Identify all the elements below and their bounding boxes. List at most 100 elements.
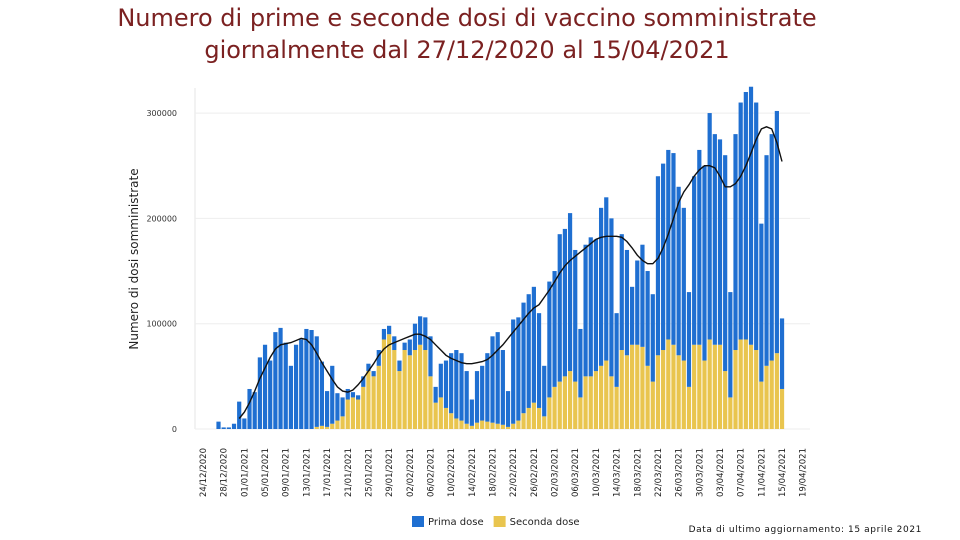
x-tick-label: 24/12/2020 — [199, 448, 209, 497]
bar-segment — [366, 371, 371, 429]
bar-segment — [635, 260, 640, 345]
bar-segment — [335, 393, 340, 421]
bar-segment — [619, 350, 624, 429]
bar-segment — [262, 344, 268, 429]
bar-segment — [397, 360, 402, 372]
bar-segment — [588, 376, 593, 429]
bar-segment — [536, 407, 542, 429]
bar-segment — [676, 355, 681, 429]
bar-segment — [743, 92, 748, 340]
bar-segment — [764, 155, 769, 366]
bar-segment — [650, 381, 655, 429]
bar-segment — [485, 353, 490, 422]
bar-segment — [697, 344, 702, 429]
bar-segment — [542, 365, 547, 417]
bar-segment — [526, 407, 531, 429]
bar-segment — [774, 110, 779, 354]
x-tick-label: 14/02/2021 — [468, 448, 478, 497]
x-tick-label: 03/04/2021 — [716, 448, 726, 497]
bar-segment — [681, 207, 686, 361]
x-tick-label: 21/01/2021 — [344, 448, 354, 497]
bar-segment — [573, 381, 578, 429]
bar-segment — [531, 286, 536, 403]
bar-segment — [366, 363, 371, 372]
bar-segment — [723, 371, 728, 429]
bar-segment — [609, 376, 614, 429]
bar-segment — [769, 134, 774, 361]
x-tick-label: 09/01/2021 — [282, 448, 292, 497]
y-tick-label: 300000 — [146, 109, 177, 118]
bar-segment — [738, 102, 743, 340]
bar-segment — [412, 323, 418, 351]
bar-segment — [567, 371, 573, 429]
x-tick-label: 11/04/2021 — [757, 448, 767, 497]
bar-segment — [356, 399, 361, 429]
bar-segment — [319, 361, 325, 426]
bar-segment — [474, 371, 480, 423]
bar-segment — [754, 102, 759, 351]
x-tick-label: 17/01/2021 — [323, 448, 333, 497]
bar-segment — [645, 365, 650, 429]
bar-segment — [221, 427, 226, 429]
legend-label: Seconda dose — [510, 517, 580, 528]
bar-segment — [324, 426, 330, 429]
bar-segment — [293, 344, 299, 429]
bar-segment — [702, 165, 707, 361]
bar-segment — [443, 360, 449, 408]
x-tick-label: 28/12/2020 — [220, 448, 230, 497]
bar-segment — [449, 353, 454, 414]
bar-segment — [485, 421, 490, 429]
x-tick-label: 14/03/2021 — [613, 448, 623, 497]
bar-segment — [500, 350, 505, 425]
bar-segment — [604, 197, 609, 361]
bar-segment — [728, 292, 733, 398]
bar-segment — [407, 355, 412, 429]
x-tick-label: 07/04/2021 — [737, 448, 747, 497]
bar-segment — [686, 292, 692, 387]
bar-segment — [283, 342, 288, 429]
x-tick-label: 02/03/2021 — [551, 448, 561, 497]
bar-segment — [324, 391, 330, 427]
bar-segment — [480, 365, 485, 421]
bar-segment — [242, 418, 247, 429]
bar-segment — [371, 376, 376, 429]
bar-segment — [578, 328, 583, 398]
bar-segment — [345, 399, 350, 429]
bar-segment — [304, 328, 309, 429]
bar-segment — [252, 392, 257, 429]
x-tick-label: 13/01/2021 — [302, 448, 312, 497]
bar-segment — [412, 350, 418, 429]
bar-segment — [635, 344, 640, 429]
bar-segment — [505, 391, 511, 427]
bar-segment — [454, 350, 459, 419]
bar-segment — [754, 350, 759, 429]
bar-segment — [418, 344, 423, 429]
bar-segment — [376, 350, 381, 366]
bar-segment — [557, 381, 562, 429]
bar-segment — [630, 344, 635, 429]
bar-segment — [707, 113, 712, 340]
bar-segment — [774, 353, 779, 429]
bar-segment — [748, 86, 754, 345]
bar-segment — [666, 339, 671, 429]
bar-segment — [521, 413, 526, 429]
bar-segment — [624, 355, 630, 429]
bar-segment — [459, 420, 464, 429]
bar-segment — [428, 376, 433, 429]
bar-segment — [443, 407, 449, 429]
bar-segment — [387, 334, 392, 429]
bar-segment — [640, 244, 645, 347]
bar-segment — [707, 339, 712, 429]
bar-segment — [645, 271, 650, 366]
legend-label: Prima dose — [428, 517, 484, 528]
bar-segment — [614, 386, 619, 429]
bar-segment — [381, 339, 387, 429]
bar-segment — [516, 420, 521, 429]
bar-segment — [438, 363, 443, 398]
chart-title: Numero di prime e seconde dosi di vaccin… — [117, 4, 816, 32]
bar-segment — [676, 186, 681, 356]
bar-segment — [418, 316, 423, 345]
x-tick-label: 05/01/2021 — [261, 448, 271, 497]
